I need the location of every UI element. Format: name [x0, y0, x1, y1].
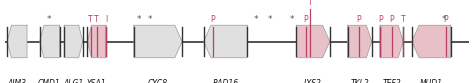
Text: CYC8: CYC8	[148, 79, 168, 83]
Text: T: T	[308, 0, 313, 7]
Text: T: T	[401, 15, 406, 24]
Text: *: *	[253, 15, 258, 24]
Polygon shape	[64, 25, 83, 58]
Polygon shape	[411, 25, 451, 58]
Text: *: *	[147, 15, 152, 24]
Polygon shape	[7, 25, 27, 58]
Text: *: *	[137, 15, 142, 24]
Text: P: P	[356, 15, 361, 24]
Text: RAD16: RAD16	[212, 79, 238, 83]
Polygon shape	[134, 25, 182, 58]
Text: *: *	[268, 15, 273, 24]
Text: *: *	[442, 15, 447, 24]
Polygon shape	[203, 25, 247, 58]
Text: AIM3: AIM3	[7, 79, 27, 83]
Text: MUD1: MUD1	[419, 79, 443, 83]
Text: ALG1: ALG1	[64, 79, 83, 83]
Text: YSA1: YSA1	[87, 79, 107, 83]
Polygon shape	[39, 25, 60, 58]
Text: P: P	[444, 15, 448, 24]
Text: *: *	[47, 15, 52, 24]
Text: P: P	[389, 15, 394, 24]
Polygon shape	[87, 25, 106, 58]
Text: I: I	[105, 15, 107, 24]
Text: T: T	[94, 15, 99, 24]
Polygon shape	[380, 25, 403, 58]
Text: P: P	[378, 15, 383, 24]
Polygon shape	[296, 25, 330, 58]
Text: P: P	[210, 15, 215, 24]
Text: TEF2: TEF2	[383, 79, 401, 83]
Text: P: P	[303, 15, 308, 24]
Text: LYS2: LYS2	[304, 79, 322, 83]
Polygon shape	[347, 25, 372, 58]
Text: CMD1: CMD1	[38, 79, 61, 83]
Text: *: *	[290, 15, 294, 24]
Text: TKL2: TKL2	[350, 79, 369, 83]
Text: T: T	[88, 15, 93, 24]
